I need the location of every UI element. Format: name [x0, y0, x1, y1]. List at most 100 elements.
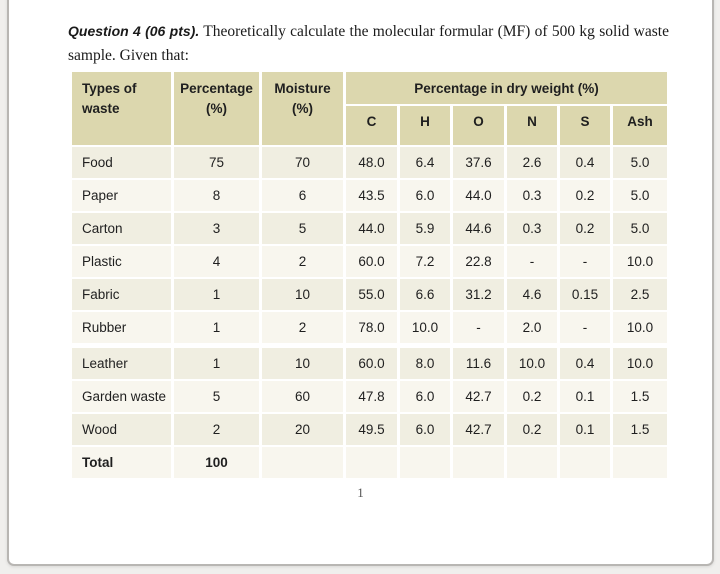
table-cell: 0.2 — [560, 180, 613, 213]
table-cell — [560, 447, 613, 480]
table-cell: 70 — [262, 147, 346, 180]
table-cell: 5 — [262, 213, 346, 246]
row-label: Total — [72, 447, 174, 480]
table-cell: 48.0 — [346, 147, 400, 180]
table-cell: 0.15 — [560, 279, 613, 312]
table-row: Rubber 1 2 78.0 10.0-2.0-10.0 — [72, 312, 668, 345]
table-cell — [453, 447, 507, 480]
table-row: Carton 3 5 44.0 5.9 44.6 0.3 0.2 5.0 — [72, 213, 668, 246]
question-body: Theoretically calculate the molecular fo… — [203, 23, 669, 40]
table-cell: 10.0 — [613, 345, 668, 381]
table-cell: 20 — [262, 414, 346, 447]
table-cell: 2.5 — [613, 279, 668, 312]
row-label: Wood — [72, 414, 174, 447]
table-cell: 2.0 — [507, 312, 560, 345]
table-cell: 5.9 — [400, 213, 453, 246]
table-cell: 2 — [262, 246, 346, 279]
table-cell: 6.0 — [400, 180, 453, 213]
table-cell: 1 — [174, 345, 262, 381]
table-cell: 10.0 — [400, 312, 453, 345]
column-header-c: C — [346, 106, 400, 147]
table-cell: 43.5 — [346, 180, 400, 213]
row-label: Fabric — [72, 279, 174, 312]
table-cell: - — [560, 312, 613, 345]
table-cell: 44.0 — [346, 213, 400, 246]
column-header-ash: Ash — [613, 106, 668, 147]
table-cell: 60.0 — [346, 246, 400, 279]
table-cell — [400, 447, 453, 480]
table-cell: 10.0 — [613, 312, 668, 345]
table-row: Paper 8 6 43.5 6.0 44.0 0.3 0.2 5.0 — [72, 180, 668, 213]
table-cell: 6.0 — [400, 381, 453, 414]
table-cell: 44.0 — [453, 180, 507, 213]
table-cell — [346, 447, 400, 480]
table-cell: 0.1 — [560, 414, 613, 447]
table-row: Garden waste 5 60 47.8 6.0 42.7 0.2 0.1 1.5 — [72, 381, 668, 414]
row-label: Food — [72, 147, 174, 180]
table-cell: 0.2 — [507, 381, 560, 414]
table-cell: 75 — [174, 147, 262, 180]
column-header-s: S — [560, 106, 613, 147]
table-cell: 10.0 — [507, 345, 560, 381]
waste-composition-table: Types of waste Percentage (%) Moisture (… — [72, 72, 668, 480]
table-cell: 55.0 — [346, 279, 400, 312]
table-cell: 7.2 — [400, 246, 453, 279]
table-cell — [507, 447, 560, 480]
table-cell: 0.3 — [507, 213, 560, 246]
table-cell: 47.8 — [346, 381, 400, 414]
column-header-types-of-waste: Types of waste — [72, 72, 174, 147]
table-cell: 1 — [174, 312, 262, 345]
table-cell: 1.5 — [613, 381, 668, 414]
row-label: Garden waste — [72, 381, 174, 414]
header-row-group: Types of waste Percentage (%) Moisture (… — [72, 72, 668, 147]
table-row: Fabric 1 10 55.0 6.6 31.2 4.6 0.15 2.5 — [72, 279, 668, 312]
table-cell: 6 — [262, 180, 346, 213]
row-label: Leather — [72, 345, 174, 381]
table-cell: 8 — [174, 180, 262, 213]
table-cell: 5 — [174, 381, 262, 414]
table-cell: 42.7 — [453, 381, 507, 414]
table-cell: 2 — [262, 312, 346, 345]
question-label: Question 4 (06 pts). — [68, 23, 200, 39]
question-text: Question 4 (06 pts). Theoretically calcu… — [68, 20, 669, 67]
table-cell: 22.8 — [453, 246, 507, 279]
table-cell: 10 — [262, 279, 346, 312]
table-row: Food 75 70 48.0 6.4 37.6 2.6 0.4 5.0 — [72, 147, 668, 180]
table-cell: 3 — [174, 213, 262, 246]
table-cell: 100 — [174, 447, 262, 480]
column-header-o: O — [453, 106, 507, 147]
table-cell: 0.2 — [560, 213, 613, 246]
table-cell: 1 — [174, 279, 262, 312]
column-header-n: N — [507, 106, 560, 147]
header-row-elements: C H O N S Ash — [72, 106, 668, 147]
table-cell: 4.6 — [507, 279, 560, 312]
table-cell: 0.4 — [560, 147, 613, 180]
question-line-2: sample. Given that: — [68, 47, 189, 64]
table-cell — [613, 447, 668, 480]
table-cell: 2.6 — [507, 147, 560, 180]
table-cell: - — [560, 246, 613, 279]
table-cell: 5.0 — [613, 147, 668, 180]
table-row: Plastic 4 2 60.0 7.2 22.8- -10.0 — [72, 246, 668, 279]
row-label: Rubber — [72, 312, 174, 345]
question-line-1: Question 4 (06 pts). Theoretically calcu… — [68, 20, 669, 43]
column-header-moisture: Moisture (%) — [262, 72, 346, 147]
table-cell: 60 — [262, 381, 346, 414]
row-label: Carton — [72, 213, 174, 246]
table-cell: 1.5 — [613, 414, 668, 447]
table-cell: 0.1 — [560, 381, 613, 414]
table-cell: 2 — [174, 414, 262, 447]
column-header-h: H — [400, 106, 453, 147]
table-cell: 78.0 — [346, 312, 400, 345]
table-cell: 49.5 — [346, 414, 400, 447]
row-label: Plastic — [72, 246, 174, 279]
page-number: 1 — [357, 485, 364, 500]
table-cell: 6.4 — [400, 147, 453, 180]
column-header-percentage: Percentage (%) — [174, 72, 262, 147]
table-cell: 10 — [262, 345, 346, 381]
table-row: Wood 2 20 49.5 6.0 42.7 0.2 0.1 1.5 — [72, 414, 668, 447]
table-cell — [262, 447, 346, 480]
table-cell: 8.0 — [400, 345, 453, 381]
table-cell: 37.6 — [453, 147, 507, 180]
table-cell: 0.4 — [560, 345, 613, 381]
